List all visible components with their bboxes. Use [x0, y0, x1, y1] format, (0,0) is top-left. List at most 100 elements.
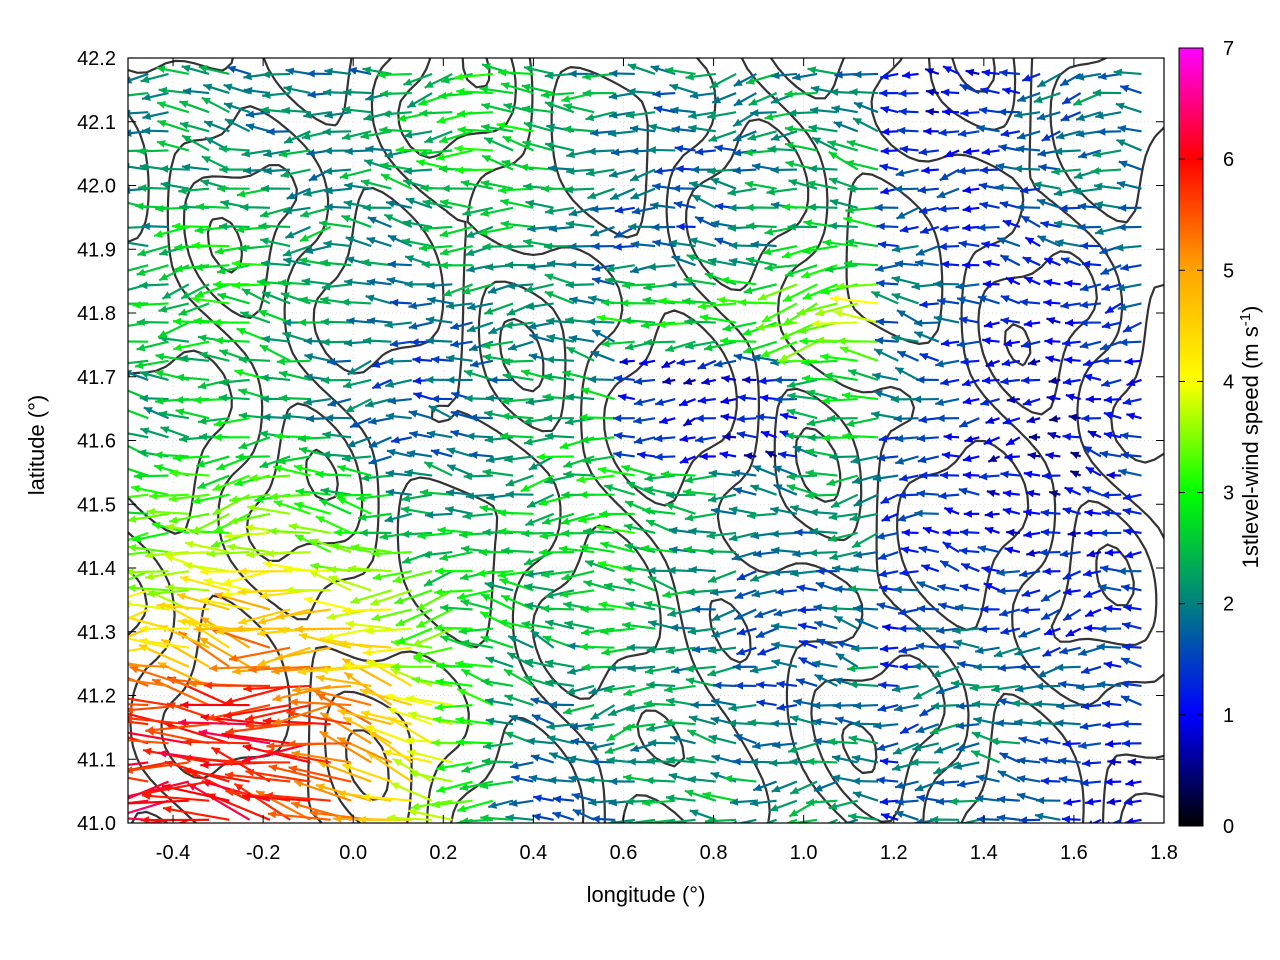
wind-vector [389, 667, 433, 687]
wind-vector [304, 244, 331, 255]
wind-vector [1057, 757, 1081, 765]
wind-vector [959, 528, 980, 537]
wind-vector [981, 376, 1000, 385]
wind-vector [1020, 215, 1041, 228]
wind-vector [385, 200, 413, 209]
wind-vector [1065, 627, 1082, 638]
wind-vector [710, 698, 737, 707]
wind-vector [465, 225, 494, 239]
wind-vector [773, 483, 798, 496]
wind-vector [1044, 337, 1061, 346]
wind-vector [775, 587, 798, 596]
wind-vector [526, 737, 554, 746]
wind-vector [699, 313, 737, 324]
wind-vector [347, 564, 392, 573]
wind-vector [564, 620, 595, 630]
wind-vector [851, 644, 879, 653]
wind-vector [642, 798, 676, 807]
wind-vector [249, 473, 291, 482]
wind-vector [1023, 319, 1041, 328]
wind-vector [260, 259, 291, 268]
wind-vector [807, 66, 838, 76]
wind-vector [261, 70, 291, 79]
wind-vector [983, 320, 1000, 329]
wind-vector [403, 130, 433, 139]
wind-vector [179, 575, 230, 592]
wind-vector [1121, 643, 1142, 651]
colorbar-label-main: 1stlevel-wind speed (m s [1238, 326, 1263, 568]
wind-vector [933, 280, 960, 288]
wind-vector [586, 776, 615, 784]
wind-vector [733, 353, 757, 362]
wind-vector [213, 417, 250, 428]
wind-vector [128, 697, 169, 707]
wind-vector [751, 162, 777, 171]
wind-vector [999, 69, 1020, 77]
wind-vector [613, 225, 636, 239]
wind-vector [194, 283, 230, 298]
wind-vector [918, 415, 939, 424]
wind-vector [367, 417, 392, 425]
wind-vector [404, 280, 433, 289]
wind-vector [165, 583, 210, 592]
wind-vector [728, 257, 757, 267]
wind-vector [1026, 549, 1041, 557]
wind-vector [128, 647, 129, 649]
wind-vector [390, 781, 433, 802]
wind-vector [694, 215, 717, 228]
wind-vector [682, 488, 716, 497]
wind-vector [1045, 451, 1061, 460]
wind-vector [787, 392, 818, 401]
wind-vector [372, 570, 412, 581]
wind-vector [228, 512, 271, 525]
wind-vector [128, 776, 149, 783]
wind-vector [1077, 149, 1102, 159]
wind-vector [1092, 149, 1122, 158]
wind-vector [974, 794, 1000, 803]
wind-vector [997, 769, 1021, 783]
wind-vector [133, 472, 169, 481]
wind-vector [1107, 818, 1122, 823]
wind-vector [1064, 279, 1081, 288]
wind-vector [756, 699, 777, 707]
wind-vector [770, 506, 798, 515]
wind-vector [228, 646, 291, 662]
wind-vector [128, 149, 129, 151]
wind-vector [781, 245, 818, 259]
wind-vector [808, 548, 838, 557]
wind-vector [485, 656, 514, 668]
wind-vector [341, 454, 372, 463]
wind-vector [722, 433, 737, 441]
wind-vector [824, 264, 858, 273]
wind-vector [506, 281, 534, 290]
wind-vector [506, 651, 534, 668]
wind-vector [628, 222, 656, 231]
wind-vector [955, 282, 980, 291]
wind-vector [580, 605, 615, 614]
wind-vector [1084, 529, 1101, 538]
wind-vector [880, 812, 899, 821]
wind-vector [893, 585, 919, 594]
wind-vector [691, 645, 716, 654]
wind-vector [392, 757, 433, 783]
wind-vector [280, 168, 311, 179]
wind-vector [962, 261, 980, 270]
wind-vector [246, 504, 291, 515]
wind-vector [476, 569, 514, 578]
wind-vector [1003, 339, 1021, 348]
wind-vector [802, 283, 838, 300]
wind-vector [959, 583, 980, 592]
wind-vector [894, 259, 919, 268]
wind-vector [175, 373, 210, 382]
wind-vector [141, 91, 169, 101]
wind-vector [1041, 130, 1061, 142]
wind-vector [942, 541, 960, 554]
wind-vector [891, 275, 919, 286]
wind-vector [1056, 702, 1081, 710]
wind-vector [981, 565, 1000, 574]
wind-vector [503, 668, 534, 687]
wind-vector [600, 541, 636, 554]
wind-vector [128, 302, 149, 305]
wind-vector [273, 500, 311, 515]
wind-vector [325, 413, 351, 422]
